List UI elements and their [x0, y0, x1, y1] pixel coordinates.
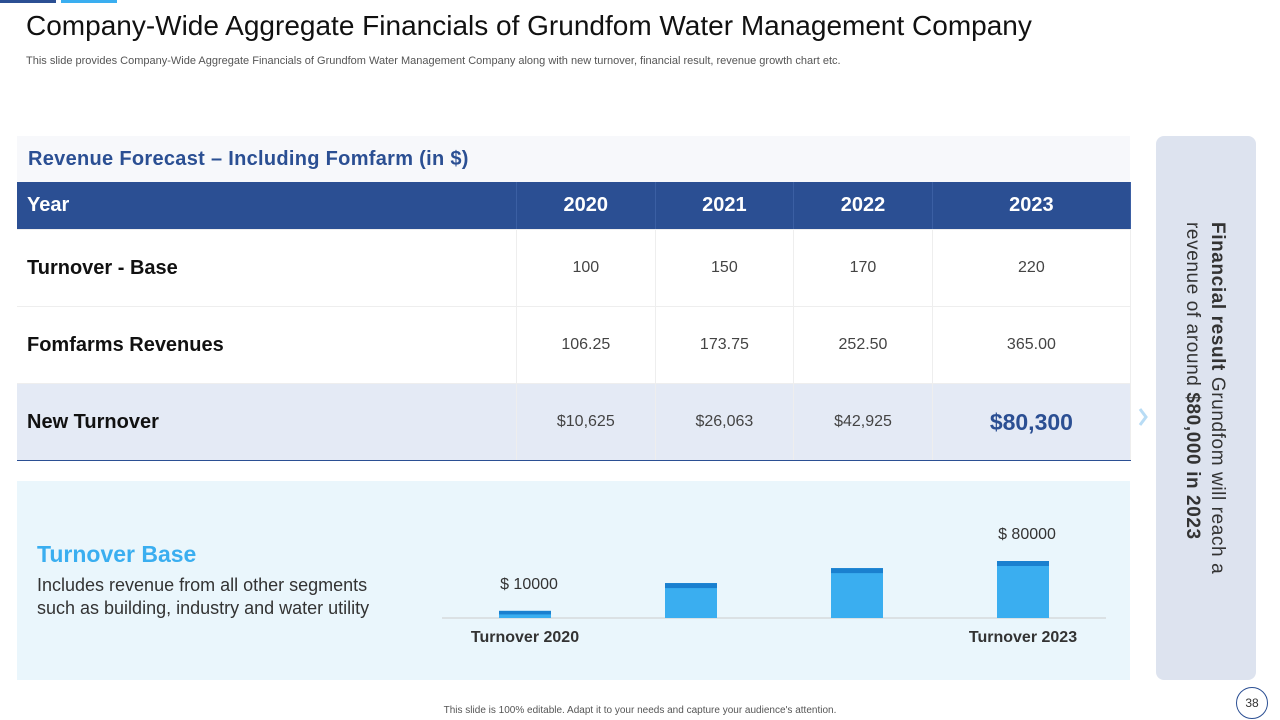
table-cell: $42,925	[793, 383, 933, 461]
table-cell: 170	[793, 229, 933, 307]
footer: This slide is 100% editable. Adapt it to…	[443, 705, 837, 716]
side-panel: Financial result Grundfom will reach a re…	[1156, 136, 1256, 680]
header-cell: 2022	[793, 182, 933, 230]
side-text: Grundfom will reach a	[1207, 370, 1228, 575]
side-text: revenue of around	[1182, 222, 1203, 393]
table-caption: Revenue Forecast – Including Fomfarm (in…	[28, 148, 469, 170]
table-row: New Turnover $10,625 $26,063 $42,925 $80,300	[17, 383, 1132, 461]
row-label: New Turnover	[17, 383, 517, 461]
table-cell: $26,063	[655, 383, 795, 461]
row-label: Turnover - Base	[17, 229, 517, 307]
accent-bar	[0, 0, 56, 3]
table-cell: 150	[655, 229, 795, 307]
table-row: Turnover - Base 100 150 170 220	[17, 229, 1132, 307]
arrow	[1138, 408, 1148, 426]
lower-panel	[17, 481, 1130, 680]
header-cell: 2021	[655, 182, 795, 230]
side-text: $80,000 in 2023	[1182, 392, 1203, 540]
table-cell: $80,300	[932, 383, 1132, 461]
page-number: 38	[1236, 687, 1268, 719]
table-cell: 106.25	[516, 306, 656, 384]
revenue-table: Year 2020 2021 2022 2023 Turnover - Base 100 15…	[17, 182, 1132, 461]
side-line: revenue of around $80,000 in 2023	[1180, 222, 1205, 574]
section-title: Turnover Base	[37, 541, 197, 567]
table-cell: 173.75	[655, 306, 795, 384]
header-row: Year 2020 2021 2022 2023	[17, 182, 1132, 230]
table-cell: 220	[932, 229, 1132, 307]
table-cell: 365.00	[932, 306, 1132, 384]
row-label: Fomfarms Revenues	[17, 306, 517, 384]
table-caption-box: Revenue Forecast – Including Fomfarm (in…	[17, 136, 1130, 182]
side-note: Financial result Grundfom will reach a re…	[1180, 222, 1230, 574]
side-line: Financial result Grundfom will reach a	[1205, 222, 1230, 574]
table-cell: $10,625	[516, 383, 656, 461]
subtitle: This slide provides Company-Wide Aggrega…	[26, 55, 841, 67]
header-cell: 2023	[932, 182, 1132, 230]
title: Company-Wide Aggregate Financials of Gru…	[26, 10, 1032, 41]
section-text: Includes revenue from all other segments…	[37, 575, 370, 618]
accent-bar	[61, 0, 117, 3]
table-cell: 252.50	[793, 306, 933, 384]
header-cell: Year	[17, 182, 517, 230]
header-cell: 2020	[516, 182, 656, 230]
table-row: Fomfarms Revenues 106.25 173.75 252.50 365.0…	[17, 306, 1132, 384]
table-cell: 100	[516, 229, 656, 307]
side-text: Financial result	[1207, 222, 1228, 371]
